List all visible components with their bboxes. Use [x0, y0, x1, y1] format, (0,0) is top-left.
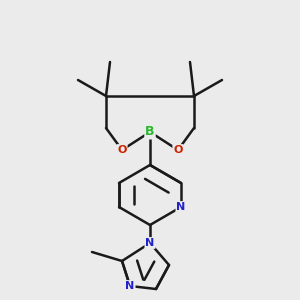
Text: N: N	[176, 202, 186, 212]
Text: N: N	[146, 238, 154, 248]
Text: B: B	[145, 125, 155, 139]
Text: N: N	[125, 281, 135, 291]
Text: O: O	[117, 145, 127, 155]
Text: O: O	[173, 145, 183, 155]
